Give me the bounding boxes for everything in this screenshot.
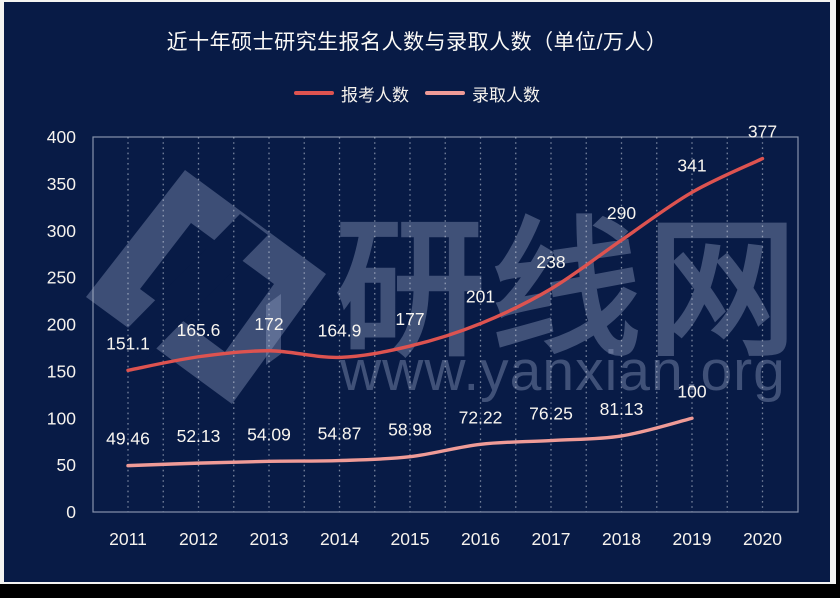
plot-border [92, 136, 799, 513]
data-label: 72.22 [459, 407, 503, 427]
x-tick-label: 2020 [743, 529, 782, 549]
watermark: 研线网 www.yanxian.org [86, 170, 797, 404]
data-label: 172 [254, 314, 283, 334]
admitted-line-swatch-icon [425, 91, 465, 95]
y-tick-label: 150 [47, 361, 76, 381]
bottom-black-bar [0, 584, 840, 598]
data-label: 377 [748, 122, 777, 142]
x-tick-label: 2014 [320, 529, 359, 549]
chart-canvas: 研线网 www.yanxian.org 0 50 100 150 200 250 300 35… [4, 2, 830, 582]
series-line-applicants [126, 156, 765, 373]
legend-label-admitted: 录取人数 [472, 85, 540, 105]
y-tick-label: 300 [47, 221, 76, 241]
x-tick-label: 2011 [109, 529, 147, 549]
y-tick-label: 350 [47, 174, 76, 194]
y-tick-label: 400 [47, 127, 76, 147]
x-tick-label: 2013 [250, 529, 289, 549]
data-label: 81.13 [600, 399, 644, 419]
y-tick-label: 0 [66, 502, 76, 522]
applicants-line-swatch-icon [294, 91, 334, 95]
yanxian-diamond-logo-icon [86, 170, 326, 404]
legend-item-applicants: 报考人数 [294, 81, 409, 106]
data-label: 49.46 [106, 429, 150, 449]
x-tick-label: 2012 [179, 529, 218, 549]
series-line-admitted [126, 416, 694, 468]
chart-title: 近十年硕士研究生报名人数与录取人数（单位/万人） [166, 31, 668, 54]
data-label: 76.25 [529, 404, 573, 424]
data-label: 341 [677, 155, 706, 175]
x-tick-label: 2016 [461, 529, 500, 549]
data-label: 164.9 [318, 320, 362, 340]
chart-legend: 报考人数 录取人数 [4, 81, 830, 106]
data-label: 54.87 [318, 424, 362, 444]
data-label: 201 [466, 287, 495, 307]
data-label: 165.6 [177, 320, 221, 340]
label-layer: 151.1 165.6 172 164.9 177 201 238 290 341 377 49.4… [106, 122, 777, 449]
data-label: 177 [395, 309, 424, 329]
y-tick-label: 100 [47, 408, 76, 428]
data-label: 52.13 [177, 426, 221, 446]
data-label: 151.1 [106, 333, 150, 353]
legend-item-admitted: 录取人数 [425, 81, 540, 106]
data-label: 58.98 [388, 420, 432, 440]
data-label: 100 [677, 381, 706, 401]
y-tick-label: 250 [47, 268, 76, 288]
watermark-url: www.yanxian.org [339, 339, 786, 403]
legend-label-applicants: 报考人数 [341, 85, 409, 105]
x-tick-label: 2017 [532, 529, 571, 549]
x-tick-label: 2018 [602, 529, 641, 549]
data-label: 238 [536, 252, 565, 272]
data-label: 54.09 [247, 424, 291, 444]
data-label: 290 [607, 203, 636, 223]
chart-svg: 研线网 www.yanxian.org 0 50 100 150 200 250 300 35… [47, 122, 799, 549]
x-tick-label: 2019 [673, 529, 712, 549]
y-tick-label: 50 [57, 455, 77, 475]
series-layer [126, 156, 765, 468]
y-tick-label: 200 [47, 315, 76, 335]
x-tick-label: 2015 [391, 529, 430, 549]
